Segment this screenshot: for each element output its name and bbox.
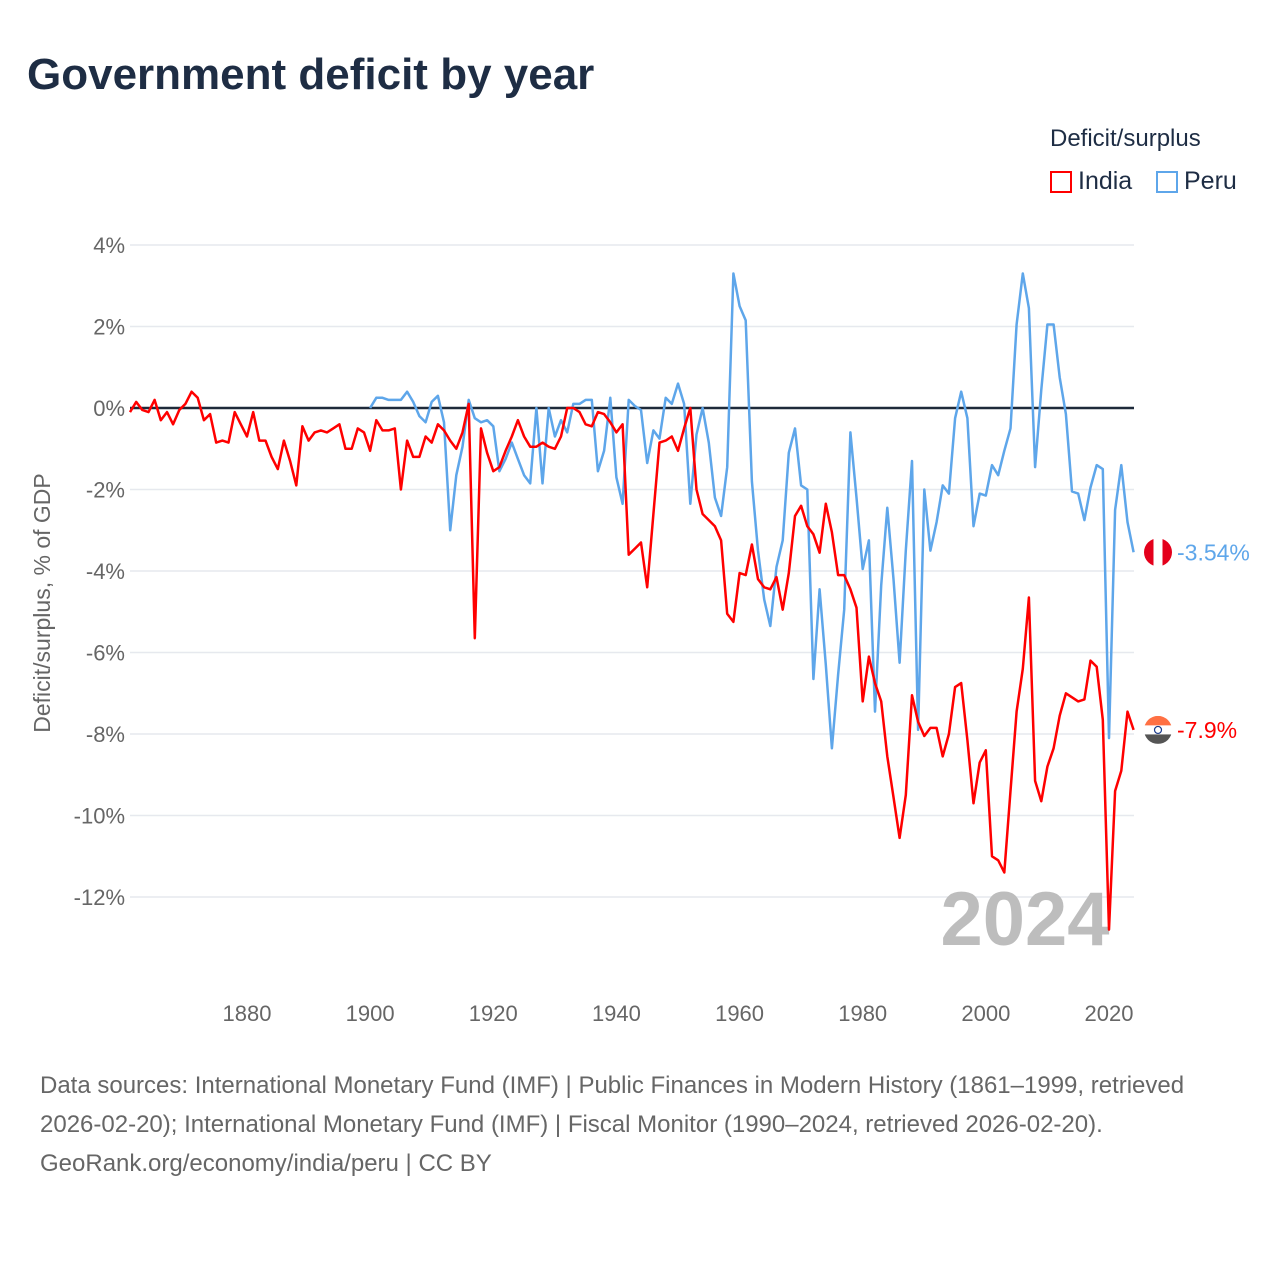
x-tick-label: 1900 xyxy=(346,1001,395,1026)
plot-area: 4% 2% 0% -2% -4% -6% -8% -10% -12% 1880 1900 1920 19… xyxy=(29,233,1250,1026)
y-tick-label: -8% xyxy=(86,722,125,747)
y-tick-label: -6% xyxy=(86,641,125,666)
series-line-india xyxy=(128,390,1135,931)
legend-item-india[interactable]: India xyxy=(1050,167,1132,196)
end-value-label-peru: -3.54% xyxy=(1177,539,1250,565)
y-tick-label: 0% xyxy=(93,396,125,421)
y-axis-label: Deficit/surplus, % of GDP xyxy=(29,473,55,732)
legend-label: Peru xyxy=(1184,167,1237,195)
y-tick-label: -2% xyxy=(86,478,125,503)
year-watermark: 2024 xyxy=(940,877,1109,962)
legend-item-peru[interactable]: Peru xyxy=(1156,167,1237,196)
series-line-peru xyxy=(369,272,1135,750)
legend-title: Deficit/surplus xyxy=(1050,125,1201,152)
legend-label: India xyxy=(1078,167,1133,195)
credit-link[interactable]: GeoRank.org/economy/india/peru | CC BY xyxy=(40,1150,492,1177)
legend-swatch-india xyxy=(1050,170,1072,193)
y-tick-label: 4% xyxy=(93,233,125,258)
x-tick-label: 1940 xyxy=(592,1001,641,1026)
x-tick-label: 1980 xyxy=(838,1001,887,1026)
y-tick-label: -12% xyxy=(74,885,125,910)
flag-peru-icon xyxy=(1144,538,1172,567)
x-tick-label: 2020 xyxy=(1085,1001,1134,1026)
x-tick-label: 1880 xyxy=(223,1001,272,1026)
x-tick-label: 2000 xyxy=(961,1001,1010,1026)
y-tick-label: 2% xyxy=(93,315,125,340)
y-tick-label: -10% xyxy=(74,804,125,829)
x-tick-label: 1960 xyxy=(715,1001,764,1026)
footer: Data sources: International Monetary Fun… xyxy=(40,1066,1240,1183)
legend-swatch-peru xyxy=(1156,170,1178,193)
end-value-label-india: -7.9% xyxy=(1177,717,1237,743)
x-tick-label: 1920 xyxy=(469,1001,518,1026)
data-sources: Data sources: International Monetary Fun… xyxy=(40,1072,1185,1138)
flag-india-icon xyxy=(1144,715,1172,744)
chart-title: Government deficit by year xyxy=(27,50,595,99)
y-tick-label: -4% xyxy=(86,559,125,584)
